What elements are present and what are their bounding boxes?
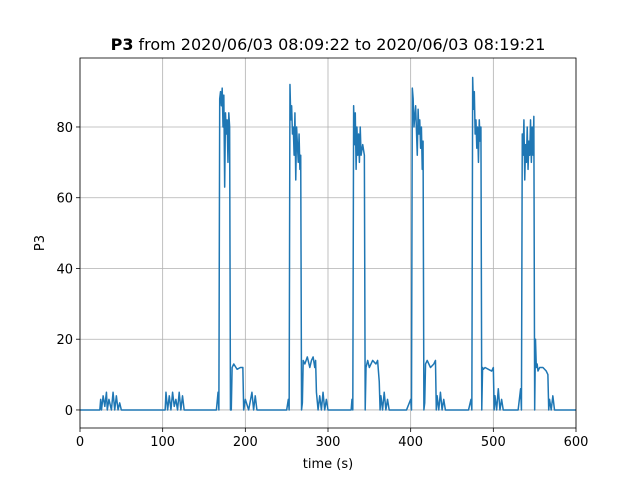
x-tick-label: 100 [150, 435, 175, 450]
x-axis-label: time (s) [303, 457, 353, 472]
x-tick-label: 600 [564, 435, 589, 450]
y-tick-label: 20 [56, 333, 73, 348]
x-tick-label: 500 [481, 435, 506, 450]
chart-title: P3 from 2020/06/03 08:09:22 to 2020/06/03… [111, 35, 546, 54]
x-tick-label: 400 [398, 435, 423, 450]
data-line [80, 76, 576, 411]
y-tick-label: 0 [65, 404, 73, 419]
x-tick-label: 300 [316, 435, 341, 450]
y-axis-label: P3 [33, 235, 48, 251]
x-tick-label: 200 [233, 435, 258, 450]
plot-frame [79, 57, 577, 429]
title-bold: P3 [111, 35, 134, 54]
y-tick-label: 60 [56, 192, 73, 207]
y-tick-label: 80 [56, 121, 73, 136]
x-tick-label: 0 [76, 435, 84, 450]
title-text: from 2020/06/03 08:09:22 to 2020/06/03 0… [138, 35, 545, 54]
y-tick-label: 40 [56, 262, 73, 277]
